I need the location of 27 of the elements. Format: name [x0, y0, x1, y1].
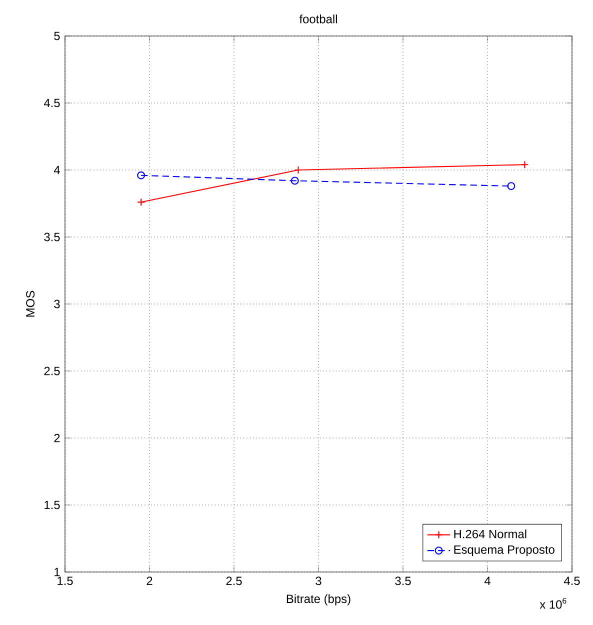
y-tick-label: 1 — [54, 568, 60, 576]
y-tick-label: 3.5 — [44, 232, 60, 242]
x-tick-label: 2 — [146, 576, 152, 586]
point — [137, 198, 146, 206]
point — [507, 182, 516, 190]
y-tick-label: 5 — [54, 32, 60, 40]
y-tick-label: 4.5 — [44, 98, 60, 108]
y-tick-label: 1.5 — [44, 500, 60, 510]
point — [290, 176, 299, 185]
x-tick-label: 3 — [316, 576, 322, 586]
x-tick-label: 4 — [484, 576, 490, 585]
x-tick-label: 3.5 — [395, 576, 411, 586]
chart-title: football — [299, 14, 337, 24]
text: x 10$^{6}$ — [540, 598, 566, 609]
legend-label: H.264 Normal — [454, 530, 526, 538]
legend-label: Esquema Proposto — [454, 545, 554, 556]
x-axis-title: Bitrate (bps) — [286, 594, 350, 606]
y-tick-label: 3 — [54, 300, 60, 308]
point — [137, 171, 146, 180]
y-tick-label: 4 — [54, 166, 60, 174]
point — [294, 166, 302, 174]
x-tick-label: 2.5 — [226, 576, 242, 586]
y-tick-label: 2 — [54, 434, 60, 442]
y-axis-title: MOS — [26, 290, 35, 317]
y-tick-label: 2.5 — [44, 366, 60, 376]
point — [520, 160, 529, 169]
x-tick-label: 4.5 — [564, 576, 580, 586]
